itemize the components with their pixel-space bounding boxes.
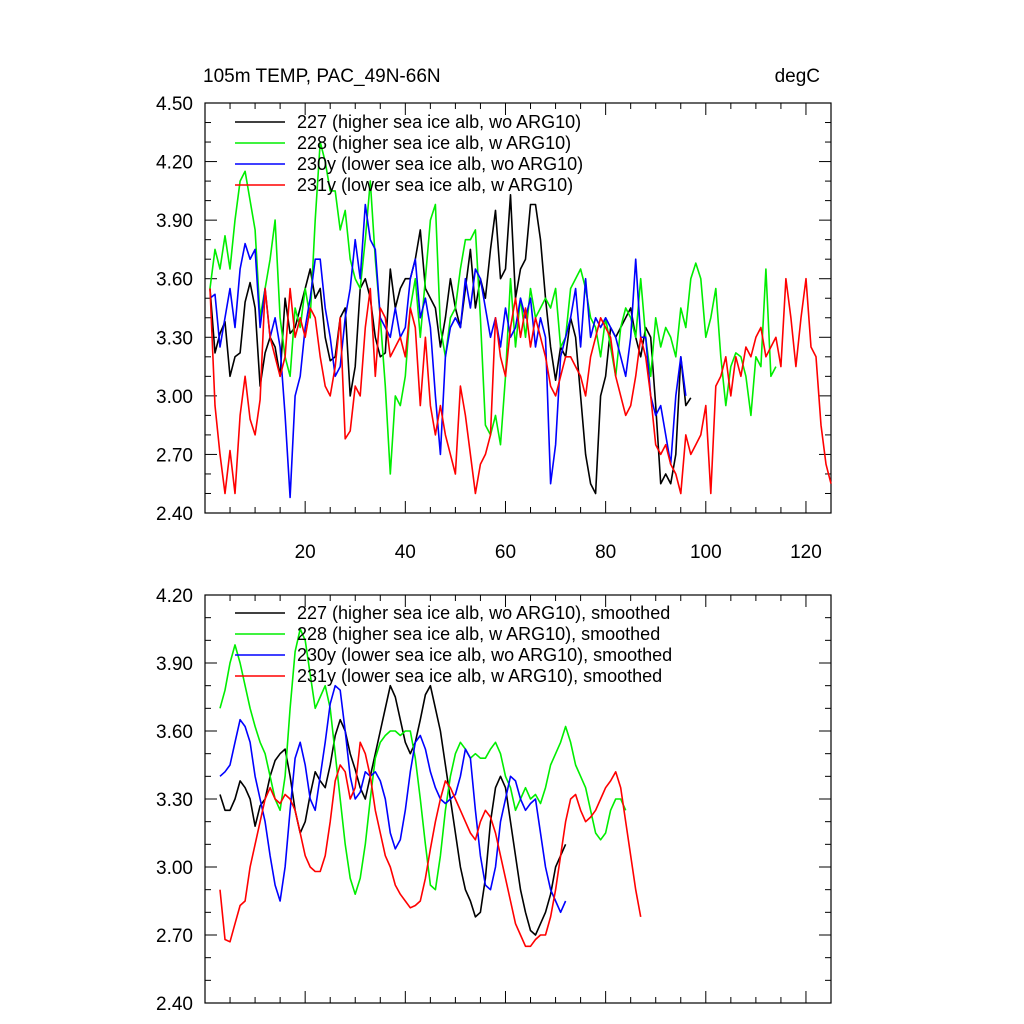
x-tick-label: 100 bbox=[690, 542, 722, 563]
legend-label-227: 227 (higher sea ice alb, wo ARG10), smoo… bbox=[297, 603, 670, 623]
legend-label-230y: 230y (lower sea ice alb, wo ARG10), smoo… bbox=[297, 645, 672, 665]
panel-smoothed: 2.40 2.70 3.00 3.30 3.60 3.90 4.20 227 (higher … bbox=[156, 586, 832, 1015]
panel-raw: 2.40 2.70 3.00 3.30 3.60 3.90 4.20 4.50 20 40 60 80… bbox=[156, 94, 832, 563]
y-tick-label: 3.30 bbox=[156, 790, 193, 811]
y-tick-label: 3.00 bbox=[156, 387, 193, 408]
y-tick-label: 2.40 bbox=[156, 994, 193, 1015]
y-tick-label: 2.40 bbox=[156, 504, 193, 525]
series-line-230y bbox=[209, 203, 687, 499]
y-tick-label: 3.00 bbox=[156, 858, 193, 879]
series-line-231y bbox=[209, 277, 832, 495]
y-tick-label: 4.50 bbox=[156, 94, 193, 115]
x-tick-label: 40 bbox=[395, 542, 416, 563]
legend-label-228: 228 (higher sea ice alb, w ARG10) bbox=[297, 133, 571, 153]
y-tick-label: 4.20 bbox=[156, 153, 193, 174]
plot-frame bbox=[204, 102, 832, 514]
series-line-228 bbox=[209, 141, 777, 475]
series-line-228 bbox=[219, 628, 627, 896]
x-tick-label: 20 bbox=[295, 542, 316, 563]
series-line-230y bbox=[219, 684, 567, 914]
y-tick-label: 2.70 bbox=[156, 926, 193, 947]
y-tick-label: 3.90 bbox=[156, 654, 193, 675]
legend-label-230y: 230y (lower sea ice alb, wo ARG10) bbox=[297, 154, 583, 174]
x-tick-label: 80 bbox=[595, 542, 616, 563]
y-tick-label: 4.20 bbox=[156, 586, 193, 607]
x-tick-label: 60 bbox=[495, 542, 516, 563]
legend-label-228: 228 (higher sea ice alb, w ARG10), smoot… bbox=[297, 624, 660, 644]
y-tick-label: 2.70 bbox=[156, 445, 193, 466]
series-line-231y bbox=[219, 741, 642, 948]
legend-label-231y: 231y (lower sea ice alb, w ARG10) bbox=[297, 175, 573, 195]
y-tick-label: 3.30 bbox=[156, 328, 193, 349]
x-tick-label: 120 bbox=[790, 542, 822, 563]
y-tick-label: 3.60 bbox=[156, 722, 193, 743]
y-tick-label: 3.60 bbox=[156, 270, 193, 291]
legend-label-227: 227 (higher sea ice alb, wo ARG10) bbox=[297, 112, 581, 132]
legend-label-231y: 231y (lower sea ice alb, w ARG10), smoot… bbox=[297, 666, 662, 686]
y-tick-label: 3.90 bbox=[156, 211, 193, 232]
chart-title: 105m TEMP, PAC_49N-66N bbox=[203, 66, 441, 87]
units-label: degC bbox=[775, 66, 820, 87]
series-line-227 bbox=[219, 684, 567, 936]
